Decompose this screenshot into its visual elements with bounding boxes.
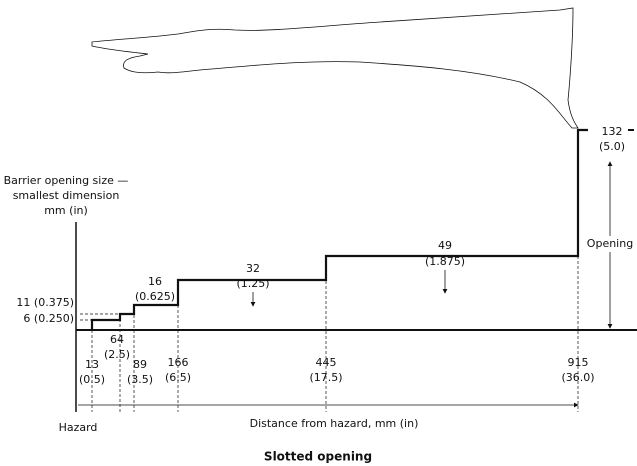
- step-label: 32: [246, 262, 260, 275]
- axis-label: mm (in): [44, 204, 88, 217]
- distance-label: (17.5): [309, 371, 342, 384]
- step-label: (2.5): [104, 348, 130, 361]
- step-label: 132: [602, 125, 623, 138]
- distance-label: (6.5): [165, 371, 191, 384]
- step-label: (5.0): [599, 140, 625, 153]
- distance-label: (36.0): [561, 371, 594, 384]
- axis-label: Barrier opening size —: [4, 174, 129, 187]
- step-label: (1.875): [425, 255, 465, 268]
- step-label: 16: [148, 275, 162, 288]
- size-label: 11 (0.375): [16, 296, 74, 309]
- step-label: 49: [438, 239, 452, 252]
- distance-label: 445: [316, 356, 337, 369]
- hazard-label: Hazard: [59, 421, 98, 434]
- guide-lines: [80, 256, 579, 412]
- caption: Slotted opening: [264, 450, 372, 464]
- step-label: (1.25): [236, 277, 269, 290]
- opening-label: Opening: [587, 237, 633, 250]
- distance-label: (0.5): [79, 373, 105, 386]
- axis-label: smallest dimension: [13, 189, 120, 202]
- distance-label: 166: [168, 356, 189, 369]
- distance-label: 89: [133, 358, 147, 371]
- x-axis-label: Distance from hazard, mm (in): [250, 417, 419, 430]
- distance-label: 915: [568, 356, 589, 369]
- arm: [91, 7, 579, 129]
- distance-label: 13: [85, 358, 99, 371]
- step-label: 64: [110, 333, 124, 346]
- distance-label: (3.5): [127, 373, 153, 386]
- size-label: 6 (0.250): [23, 312, 74, 325]
- step-label: (0.625): [135, 290, 175, 303]
